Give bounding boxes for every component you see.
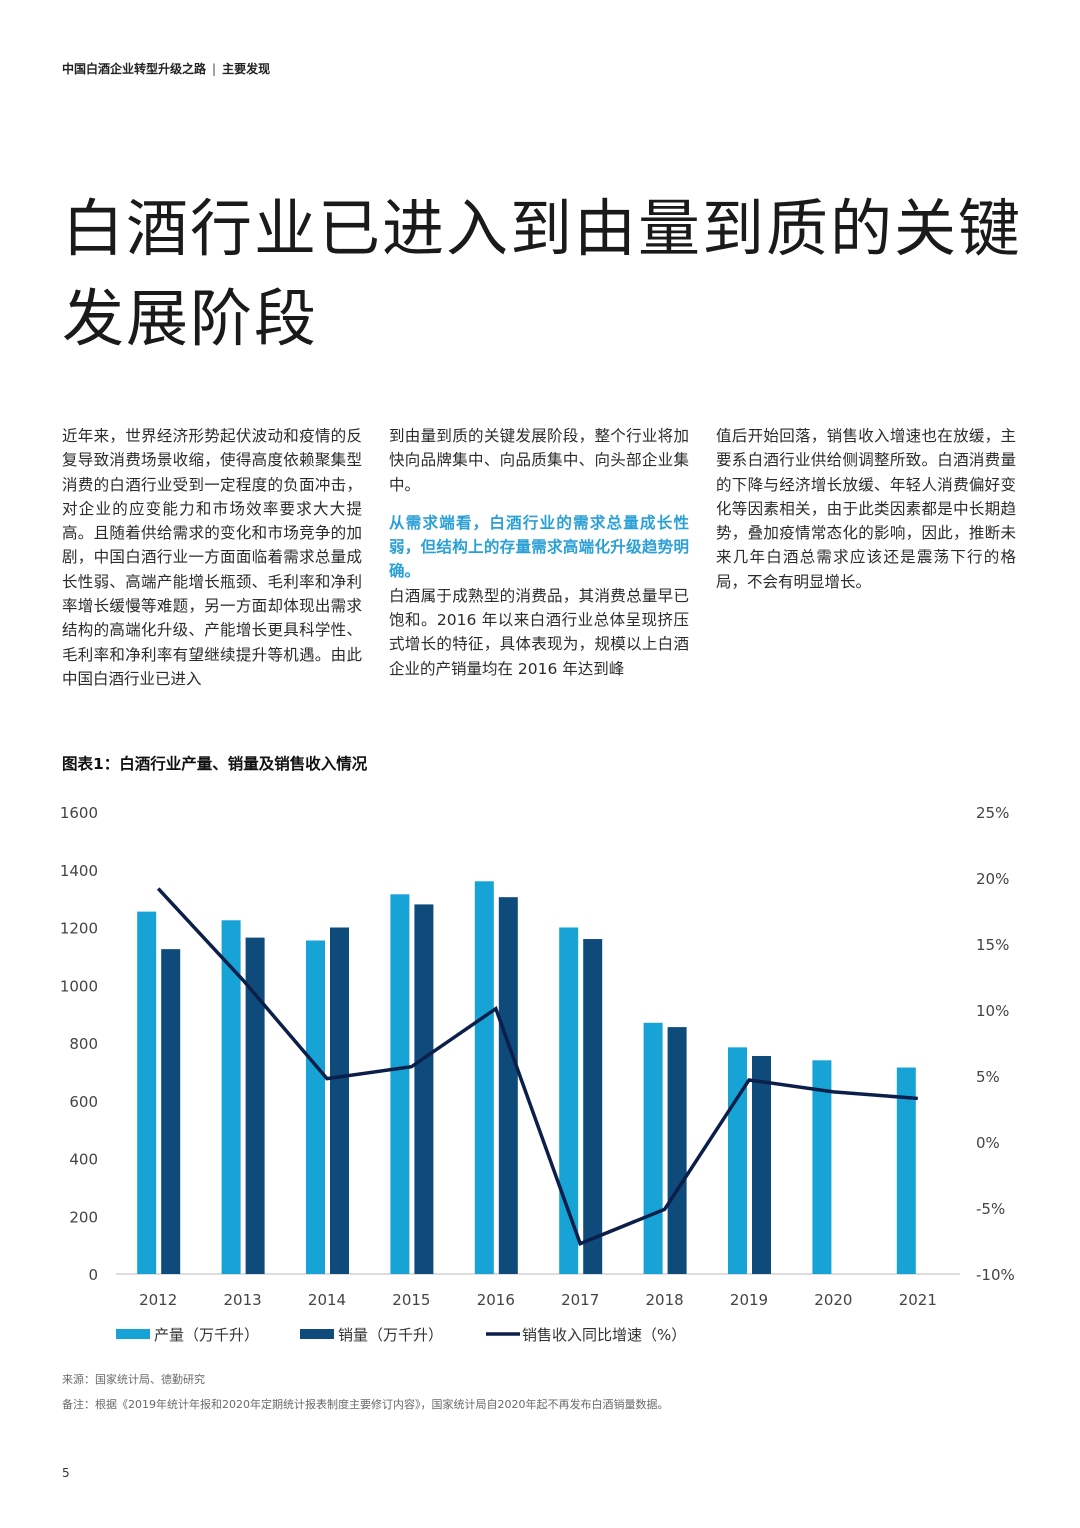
x-tick-label: 2020 bbox=[814, 1291, 852, 1309]
bar-sales bbox=[752, 1055, 771, 1274]
x-tick-label: 2016 bbox=[477, 1291, 515, 1309]
section-name: 主要发现 bbox=[222, 62, 271, 76]
x-tick-label: 2017 bbox=[561, 1291, 599, 1309]
y-right-tick-label: 5% bbox=[976, 1068, 1000, 1086]
x-tick-label: 2015 bbox=[392, 1291, 430, 1309]
y-left-tick-label: 1000 bbox=[60, 977, 98, 995]
bar-production bbox=[306, 940, 325, 1274]
chart: 1600 1400 1200 1000 800 600 400 200 0 25% 20% 15% 10… bbox=[60, 804, 1015, 1344]
x-tick-label: 2013 bbox=[224, 1291, 262, 1309]
bar-production bbox=[643, 1022, 663, 1274]
body-paragraph: 值后开始回落，销售收入增速也在放缓，主要系白酒行业供给侧调整所致。白酒消费量的下… bbox=[716, 427, 1016, 591]
bar-production bbox=[812, 1060, 832, 1274]
bar-production bbox=[137, 911, 157, 1274]
chart-source: 来源：国家统计局、德勤研究 bbox=[62, 1373, 205, 1386]
highlight-paragraph: 从需求端看，白酒行业的需求总量成长性弱，但结构上的存量需求高端化升级趋势明确。 bbox=[389, 513, 689, 581]
y-left-tick-label: 1600 bbox=[60, 804, 98, 822]
body-column-1: 近年来，世界经济形势起伏波动和疫情的反复导致消费场景收缩，使得高度依赖聚集型消费… bbox=[62, 424, 362, 691]
bar-sales bbox=[667, 1027, 687, 1274]
bar-production bbox=[474, 881, 494, 1274]
page-title: 白酒行业已进入到由量到质的关键发展阶段 bbox=[62, 192, 1023, 355]
x-tick-label: 2021 bbox=[899, 1291, 937, 1309]
y-right-tick-label: -5% bbox=[976, 1200, 1005, 1218]
y-right-tick-label: 0% bbox=[976, 1134, 1000, 1152]
bar-sales bbox=[414, 904, 434, 1274]
y-left-tick-label: 600 bbox=[69, 1093, 98, 1111]
chart-remark: 备注：根据《2019年统计年报和2020年定期统计报表制度主要修订内容》，国家统… bbox=[62, 1398, 669, 1411]
report-title: 中国白酒企业转型升级之路 bbox=[62, 62, 207, 76]
bar-production bbox=[728, 1047, 747, 1274]
bar-production bbox=[390, 894, 410, 1274]
bar-sales bbox=[498, 897, 518, 1274]
x-tick-label: 2014 bbox=[308, 1291, 346, 1309]
x-tick-label: 2012 bbox=[139, 1291, 177, 1309]
bar-sales bbox=[161, 949, 181, 1274]
bar-sales bbox=[583, 939, 603, 1274]
body-paragraph: 到由量到质的关键发展阶段，整个行业将加快向品牌集中、向品质集中、向头部企业集中。 bbox=[389, 427, 689, 494]
bar-sales bbox=[330, 927, 349, 1274]
running-header: 中国白酒企业转型升级之路 | 主要发现 bbox=[62, 60, 270, 77]
y-left-tick-label: 200 bbox=[69, 1208, 98, 1226]
legend-swatch-production bbox=[116, 1329, 150, 1339]
y-right-tick-label: -10% bbox=[976, 1266, 1015, 1284]
x-tick-label: 2019 bbox=[730, 1291, 768, 1309]
y-right-tick-label: 10% bbox=[976, 1002, 1009, 1020]
bar-production bbox=[896, 1067, 916, 1274]
series-line-revenue-growth bbox=[156, 887, 918, 1246]
body-paragraph: 白酒属于成熟型的消费品，其消费总量早已饱和。2016 年以来白酒行业总体呈现挤压… bbox=[389, 586, 689, 678]
y-left-tick-label: 400 bbox=[69, 1151, 98, 1169]
legend-label: 销量（万千升） bbox=[338, 1326, 443, 1344]
bar-production bbox=[221, 920, 241, 1274]
y-left-tick-label: 1400 bbox=[60, 862, 98, 880]
x-tick-label: 2018 bbox=[646, 1291, 684, 1309]
legend-swatch-sales bbox=[300, 1329, 334, 1339]
bar-production bbox=[559, 927, 579, 1274]
legend-label: 产量（万千升） bbox=[154, 1326, 259, 1344]
body-column-2: 到由量到质的关键发展阶段，整个行业将加快向品牌集中、向品质集中、向头部企业集中。… bbox=[389, 424, 689, 681]
y-right-tick-label: 20% bbox=[976, 870, 1009, 888]
page-number: 5 bbox=[62, 1466, 70, 1480]
bar-sales bbox=[245, 937, 265, 1274]
y-right-tick-label: 25% bbox=[976, 804, 1009, 822]
y-left-tick-label: 800 bbox=[69, 1035, 98, 1053]
body-paragraph: 近年来，世界经济形势起伏波动和疫情的反复导致消费场景收缩，使得高度依赖聚集型消费… bbox=[62, 427, 362, 688]
chart-title: 图表1：白酒行业产量、销量及销售收入情况 bbox=[62, 755, 368, 773]
y-left-tick-label: 1200 bbox=[60, 920, 98, 938]
body-column-3: 值后开始回落，销售收入增速也在放缓，主要系白酒行业供给侧调整所致。白酒消费量的下… bbox=[716, 424, 1016, 594]
y-right-tick-label: 15% bbox=[976, 936, 1009, 954]
y-left-tick-label: 0 bbox=[88, 1266, 98, 1284]
legend-label: 销售收入同比增速（%） bbox=[522, 1326, 686, 1344]
header-separator: | bbox=[212, 62, 217, 76]
